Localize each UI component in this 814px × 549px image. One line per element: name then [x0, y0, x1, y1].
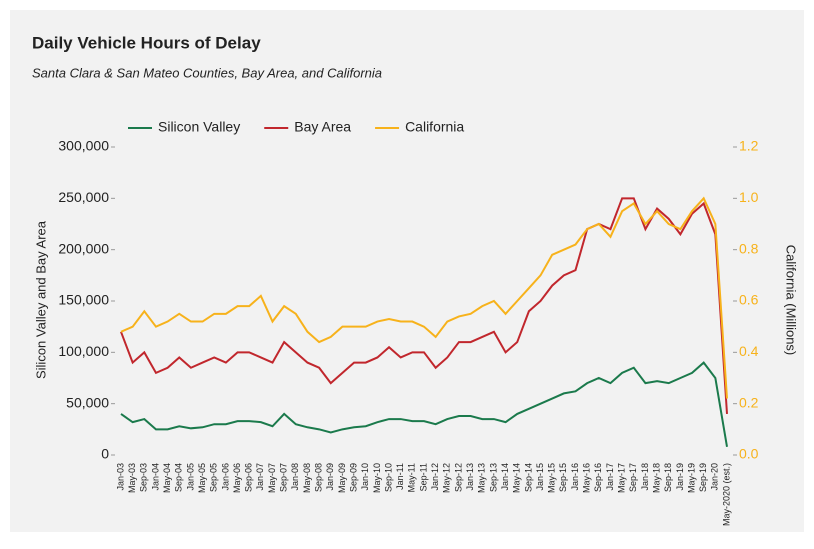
x-tick-label: Sep-19	[698, 463, 708, 492]
legend-label: Bay Area	[294, 119, 351, 135]
x-tick-label: Jan-20	[710, 463, 720, 491]
y-tick-label: 0	[101, 446, 109, 462]
x-tick-label: May-10	[372, 463, 382, 493]
x-tick-label: Sep-12	[453, 463, 463, 492]
x-tick-label: Sep-17	[628, 463, 638, 492]
y-tick-label: 50,000	[66, 394, 109, 410]
x-tick-label: Sep-16	[593, 463, 603, 492]
x-tick-label: Jan-18	[640, 463, 650, 491]
x-tick-label: May-12	[442, 463, 452, 493]
y2-tick-label: 0.4	[739, 343, 759, 359]
x-tick-label: May-16	[582, 463, 592, 493]
y-tick-label: 200,000	[58, 240, 109, 256]
panel	[10, 10, 804, 532]
x-tick-label: May-17	[616, 463, 626, 493]
x-tick-label: Sep-13	[488, 463, 498, 492]
y2-tick-label: 0.0	[739, 446, 759, 462]
x-tick-label: Sep-11	[418, 463, 428, 491]
x-tick-label: May-11	[407, 463, 417, 492]
y2-tick-label: 1.0	[739, 189, 759, 205]
x-tick-label: May-03	[127, 463, 137, 493]
x-tick-label: Sep-07	[279, 463, 289, 492]
x-tick-label: May-06	[232, 463, 242, 493]
x-tick-label: Jan-06	[220, 463, 230, 491]
x-tick-label: Jan-09	[325, 463, 335, 491]
y2-tick-label: 1.2	[739, 138, 759, 154]
x-tick-label: Jan-03	[115, 463, 125, 491]
x-tick-label: May-14	[512, 463, 522, 493]
x-tick-label: Jan-16	[570, 463, 580, 491]
x-tick-label: Jan-04	[150, 463, 160, 491]
y-tick-label: 300,000	[58, 138, 109, 154]
x-tick-label: Sep-05	[209, 463, 219, 492]
series-line	[120, 196, 728, 399]
x-tick-label: May-2020 (est.)	[721, 463, 731, 526]
x-tick-label: Sep-09	[348, 463, 358, 492]
x-tick-label: Sep-06	[244, 463, 254, 492]
x-tick-label: Jan-10	[360, 463, 370, 491]
x-tick-label: May-05	[197, 463, 207, 493]
chart-subtitle: Santa Clara & San Mateo Counties, Bay Ar…	[32, 65, 382, 80]
y-tick-label: 150,000	[58, 292, 109, 308]
x-tick-label: Jan-19	[675, 463, 685, 491]
x-tick-label: Sep-03	[139, 463, 149, 492]
x-tick-label: May-09	[337, 463, 347, 493]
series-line	[120, 361, 728, 447]
x-tick-label: Jan-07	[255, 463, 265, 491]
x-tick-label: Sep-10	[383, 463, 393, 492]
y2-tick-label: 0.2	[739, 394, 759, 410]
x-tick-label: Jan-13	[465, 463, 475, 491]
x-tick-label: Sep-18	[663, 463, 673, 492]
x-tick-label: Jan-14	[500, 463, 510, 491]
x-tick-label: Jan-05	[185, 463, 195, 491]
y-axis-label: Silicon Valley and Bay Area	[33, 220, 48, 379]
legend-label: California	[405, 119, 464, 135]
x-tick-label: Sep-04	[174, 463, 184, 492]
x-tick-label: Jan-15	[535, 463, 545, 491]
series-line	[120, 197, 728, 414]
x-tick-label: Jan-08	[290, 463, 300, 491]
x-tick-label: Jan-17	[605, 463, 615, 491]
legend-label: Silicon Valley	[158, 119, 240, 135]
x-tick-label: Sep-15	[558, 463, 568, 492]
x-tick-label: May-08	[302, 463, 312, 493]
x-tick-label: May-18	[651, 463, 661, 493]
x-tick-label: May-19	[686, 463, 696, 493]
x-tick-label: Jan-12	[430, 463, 440, 491]
x-tick-label: May-04	[162, 463, 172, 493]
x-tick-label: May-07	[267, 463, 277, 493]
y2-tick-label: 0.6	[739, 292, 759, 308]
y2-axis-label: California (Millions)	[784, 245, 799, 356]
x-tick-label: Sep-08	[313, 463, 323, 492]
y2-tick-label: 0.8	[739, 240, 759, 256]
x-tick-label: Jan-11	[395, 463, 405, 490]
chart-title: Daily Vehicle Hours of Delay	[32, 33, 261, 52]
y-tick-label: 250,000	[58, 189, 109, 205]
x-tick-label: May-15	[547, 463, 557, 493]
x-tick-label: Sep-14	[523, 463, 533, 492]
y-tick-label: 100,000	[58, 343, 109, 359]
x-tick-label: May-13	[477, 463, 487, 493]
